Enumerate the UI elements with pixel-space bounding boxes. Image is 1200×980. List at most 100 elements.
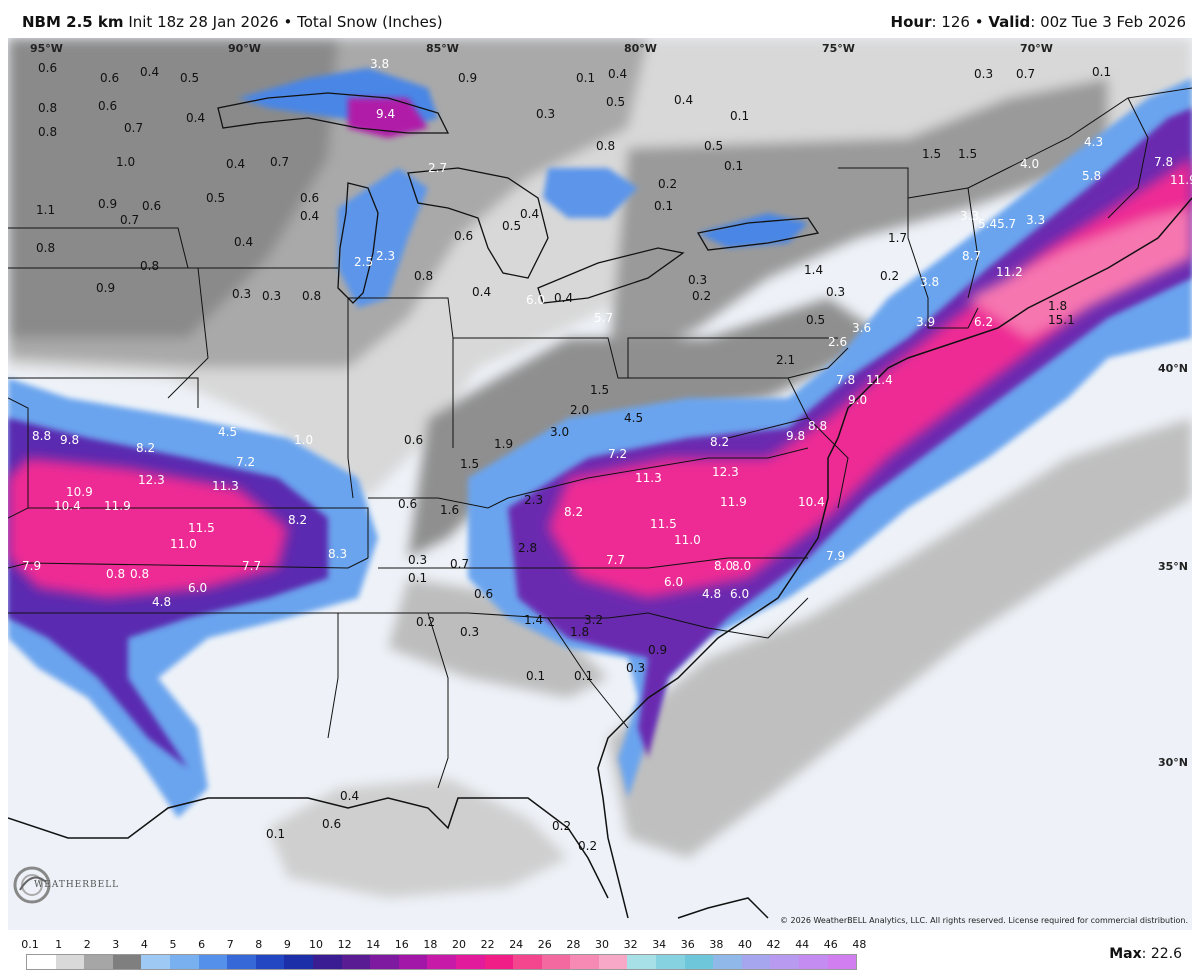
legend-swatch	[799, 955, 828, 969]
light-snow-shading	[8, 38, 1192, 898]
legend-swatch	[541, 955, 571, 969]
snow-amount-label: 0.6	[38, 61, 57, 75]
legend-tick: 8	[255, 938, 263, 951]
legend-tick: 26	[537, 938, 552, 951]
legend-tick: 0.1	[21, 938, 39, 951]
snow-amount-label: 0.1	[408, 571, 427, 585]
lon-label: 90°W	[228, 42, 261, 55]
lon-label: 85°W	[426, 42, 459, 55]
snow-amount-label: 0.4	[226, 157, 245, 171]
legend-swatch	[770, 955, 800, 969]
snow-amount-label: 8.2	[564, 505, 583, 519]
snow-amount-label: 0.9	[648, 643, 667, 657]
snow-amount-label: 7.2	[236, 455, 255, 469]
snow-amount-label: 0.4	[300, 209, 319, 223]
snow-amount-label: 2.5	[354, 255, 373, 269]
legend-swatch	[284, 955, 313, 969]
snowfall-map: 95°W 90°W 85°W 80°W 75°W 70°W 40°N 35°N …	[8, 38, 1192, 930]
legend-tick: 12	[337, 938, 352, 951]
legend-swatch	[84, 955, 113, 969]
legend-swatch	[27, 955, 56, 969]
snow-amount-label: 0.4	[608, 67, 627, 81]
snow-amount-label: 12.3	[138, 473, 165, 487]
snow-amount-label: 0.4	[340, 789, 359, 803]
snow-amount-label: 2.6	[828, 335, 847, 349]
snow-amount-label: 3.8	[920, 275, 939, 289]
valid-label: Valid	[988, 13, 1031, 31]
snow-amount-label: 0.4	[520, 207, 539, 221]
snow-amount-label: 0.1	[576, 71, 595, 85]
legend-tick: 9	[283, 938, 291, 951]
snow-amount-label: 1.5	[590, 383, 609, 397]
legend-tick: 10	[309, 938, 323, 951]
snow-amount-label: 1.9	[494, 437, 513, 451]
snow-amount-label: 9.4	[376, 107, 395, 121]
snow-amount-label: 0.3	[408, 553, 427, 567]
snow-amount-label: 11.0	[170, 537, 197, 551]
snow-amount-label: 0.5	[206, 191, 225, 205]
snow-amount-label: 7.7	[606, 553, 625, 567]
snow-amount-labels-east: 8.8 9.88.212.37.211.34.51.011.910.910.411…	[22, 231, 1075, 853]
legend-swatch	[55, 955, 85, 969]
legend-tick: 30	[595, 938, 609, 951]
legend-swatch	[227, 955, 256, 969]
legend-swatch	[255, 955, 285, 969]
legend-swatch	[656, 955, 685, 969]
legend-swatch	[684, 955, 714, 969]
snow-amount-label: 0.8	[414, 269, 433, 283]
legend-tick: 4	[140, 938, 148, 951]
snow-amount-label: 0.7	[120, 213, 139, 227]
snow-amount-label: 11.9	[104, 499, 131, 513]
snow-amount-label: 8.0	[714, 559, 733, 573]
legend-swatch	[741, 955, 771, 969]
snow-amount-label: 0.5	[606, 95, 625, 109]
snow-amount-label: 0.4	[140, 65, 159, 79]
snow-amount-label: 6.0	[526, 293, 545, 307]
legend-tick: 34	[652, 938, 667, 951]
snow-amount-label: 0.2	[578, 839, 597, 853]
snow-amount-label: 0.8	[302, 289, 321, 303]
snow-amount-label: 0.4	[472, 285, 491, 299]
legend-swatch	[827, 955, 857, 969]
legend-tick: 16	[394, 938, 409, 951]
snow-amount-label: 0.5	[502, 219, 521, 233]
legend-tick: 42	[766, 938, 781, 951]
snow-amount-label: 4.3	[1084, 135, 1103, 149]
legend-tick: 3	[112, 938, 120, 951]
legend-tick: 22	[480, 938, 495, 951]
lon-label: 80°W	[624, 42, 657, 55]
snow-amount-label: 0.1	[724, 159, 743, 173]
snow-amount-label: 0.5	[180, 71, 199, 85]
legend-swatch	[627, 955, 657, 969]
snow-amount-label: 5.7	[594, 311, 613, 325]
coordinate-labels: 95°W 90°W 85°W 80°W 75°W 70°W 40°N 35°N …	[30, 42, 1188, 769]
snow-amount-label: 6.2	[974, 315, 993, 329]
snow-amount-label: 11.2	[996, 265, 1023, 279]
legend-ticks: 0.1 1 2 3 4 5 6 7 8 9 10 12 14 16 18 20 22 24 26 28 30 32 34 36…	[21, 936, 866, 952]
snow-amount-label: 3.3	[1026, 213, 1045, 227]
snow-amount-label: 0.7	[1016, 67, 1035, 81]
legend-tick: 7	[226, 938, 234, 951]
snow-amount-label: 4.8	[152, 595, 171, 609]
snow-amount-label: 1.7	[888, 231, 907, 245]
legend-swatch	[141, 955, 170, 969]
hour-value: : 126 •	[931, 13, 989, 31]
snow-amount-label: 7.8	[1154, 155, 1173, 169]
legend-swatch	[598, 955, 628, 969]
snow-amount-label: 3.6	[852, 321, 871, 335]
lon-label: 75°W	[822, 42, 855, 55]
snow-amount-label: 0.9	[458, 71, 477, 85]
snow-amount-label: 8.2	[710, 435, 729, 449]
snow-amount-label: 0.7	[270, 155, 289, 169]
legend-tick: 6	[198, 938, 206, 951]
snow-amount-label: 0.6	[398, 497, 417, 511]
init-info: Init 18z 28 Jan 2026 • Total Snow (Inche…	[123, 13, 443, 31]
snow-amount-label: 0.8	[130, 567, 149, 581]
snow-amount-label: 0.2	[416, 615, 435, 629]
snow-amount-label: 2.0	[570, 403, 589, 417]
legend-tick: 20	[452, 938, 466, 951]
legend-swatch	[370, 955, 399, 969]
snow-amount-label: 7.8	[836, 373, 855, 387]
max-number: : 22.6	[1141, 946, 1182, 962]
snow-amount-label: 0.3	[826, 285, 845, 299]
